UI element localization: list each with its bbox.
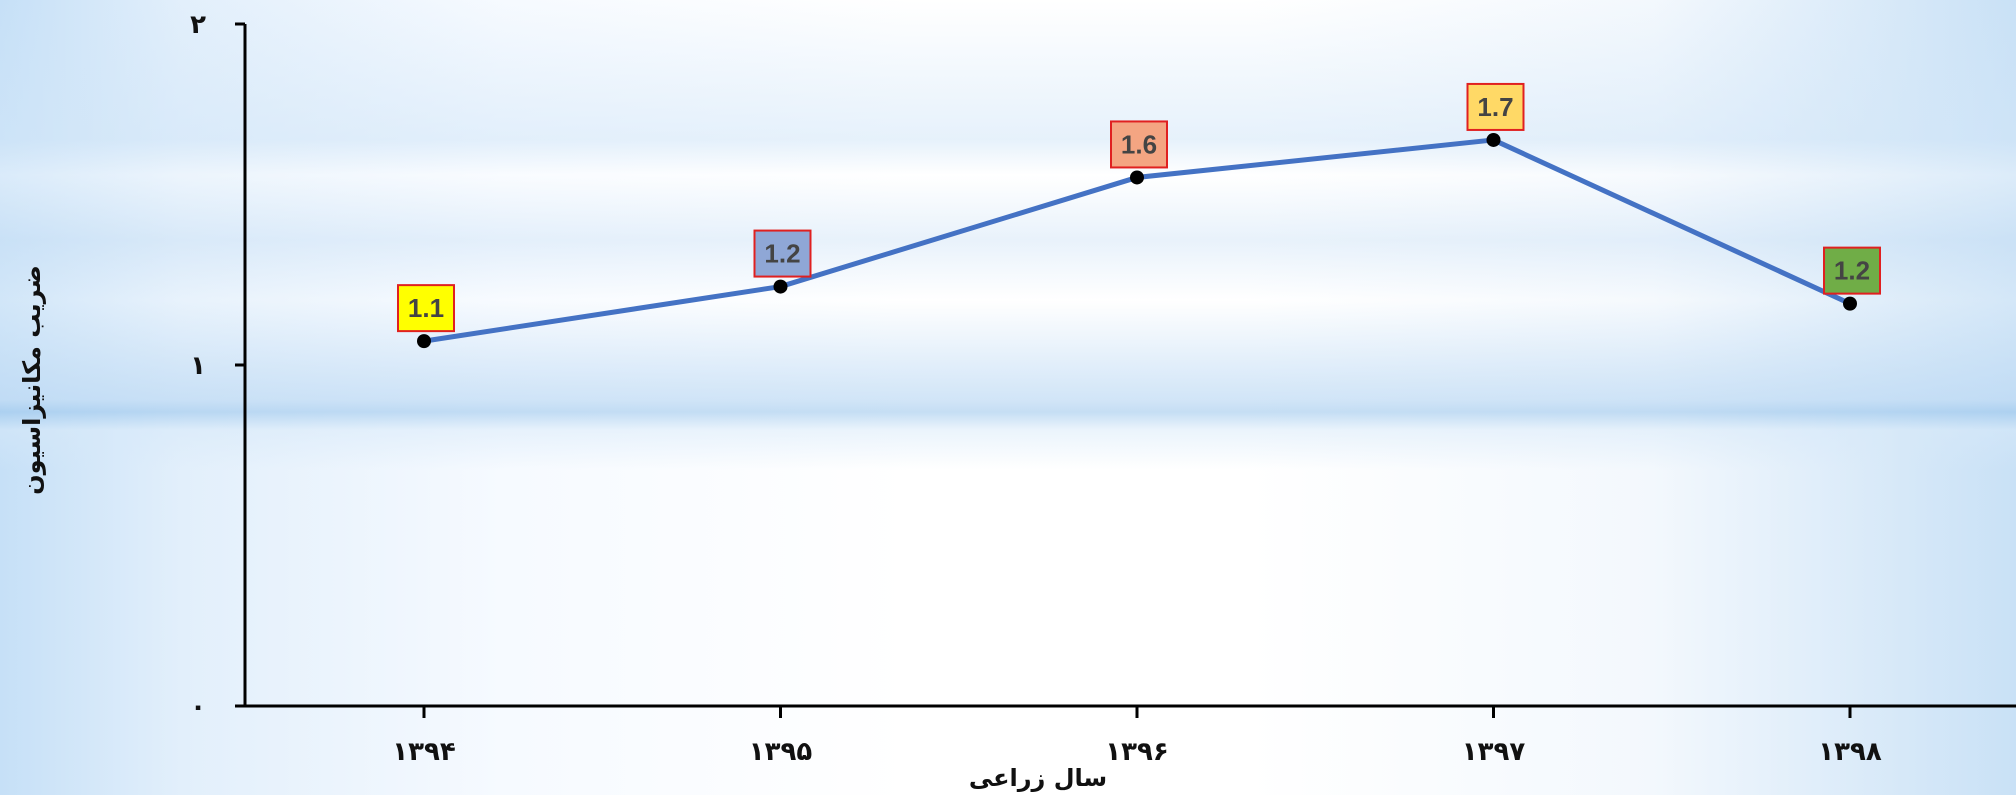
data-label-box (753, 229, 812, 278)
data-label-box (1466, 82, 1525, 131)
data-label: 1.7 (1466, 82, 1525, 131)
data-point (1843, 296, 1857, 311)
x-tick-label: ۱۳۹۶ (1105, 737, 1168, 767)
data-label-box (397, 284, 455, 333)
data-label-box (1823, 246, 1881, 295)
data-markers (417, 132, 1857, 349)
data-point (417, 334, 431, 349)
data-label: 1.2 (753, 229, 812, 278)
data-label-text: 1.2 (1834, 256, 1870, 286)
data-labels: 1.1 1.2 1.6 1.7 1.2 (397, 82, 1881, 333)
y-axis-title: ضریب مکانیزاسیون (18, 265, 46, 495)
data-point (1130, 170, 1144, 185)
data-label-text: 1.1 (408, 293, 444, 323)
x-tick-label: ۱۳۹۴ (392, 737, 455, 767)
series-line (423, 137, 1852, 344)
y-ticks: ۰ ۱ ۲ (190, 10, 245, 722)
x-ticks: ۱۳۹۴ ۱۳۹۵ ۱۳۹۶ ۱۳۹۷ ۱۳۹۸ (392, 706, 1882, 767)
data-label: 1.1 (397, 284, 455, 333)
x-axis-title: سال زراعی (969, 764, 1107, 792)
data-label: 1.6 (1110, 120, 1168, 169)
x-tick-label: ۱۳۹۸ (1818, 737, 1882, 767)
data-label-text: 1.7 (1477, 92, 1513, 122)
data-point (773, 279, 788, 294)
data-point (1486, 132, 1501, 147)
y-tick-label: ۰ (190, 692, 206, 722)
data-label: 1.2 (1823, 246, 1881, 295)
data-label-text: 1.6 (1121, 129, 1157, 159)
data-label-text: 1.2 (764, 239, 800, 269)
y-tick-label: ۲ (190, 10, 206, 40)
y-tick-label: ۱ (190, 351, 206, 381)
x-tick-label: ۱۳۹۷ (1462, 737, 1526, 767)
x-tick-label: ۱۳۹۵ (749, 737, 813, 767)
data-label-box (1110, 120, 1168, 169)
